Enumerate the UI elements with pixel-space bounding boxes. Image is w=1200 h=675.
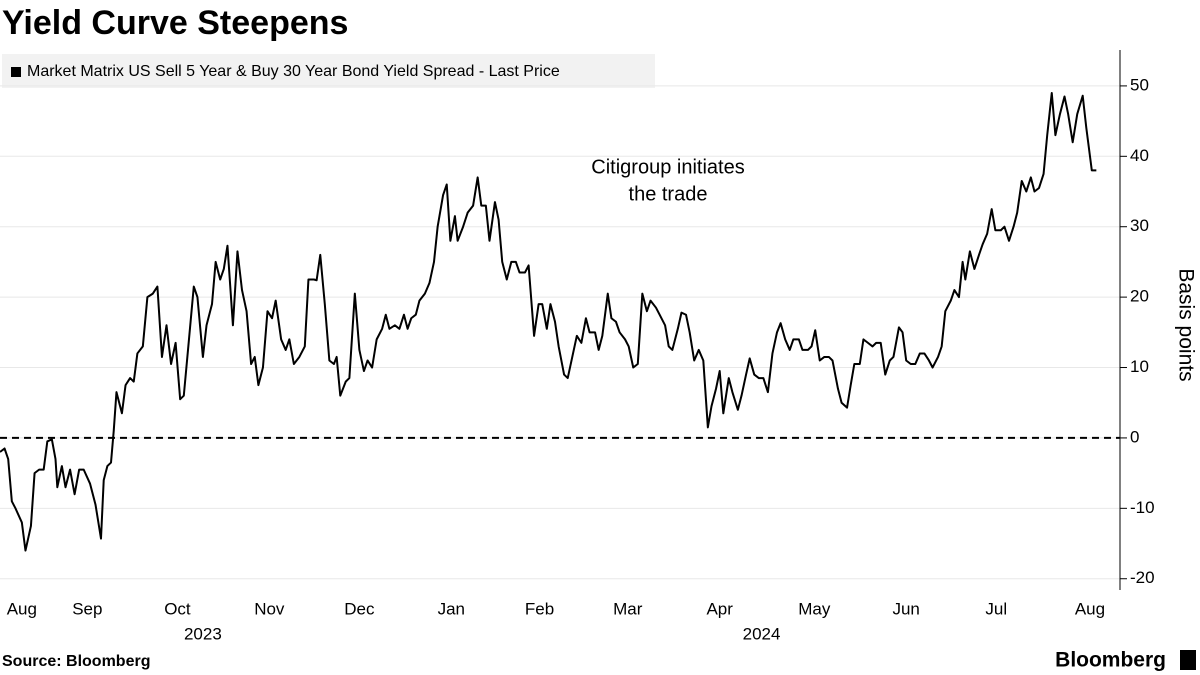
y-axis-label: Basis points (1174, 268, 1197, 381)
chart-title: Yield Curve Steepens (2, 4, 348, 42)
x-tick-label: Oct (164, 599, 191, 618)
series-line (0, 91, 1097, 552)
x-tick-label: May (798, 599, 831, 618)
x-tick-label: Jul (985, 599, 1007, 618)
x-year-label: 2024 (743, 624, 781, 643)
y-tick-label: 40 (1130, 146, 1149, 165)
y-tick-label: 20 (1130, 287, 1149, 306)
x-tick-label: Nov (254, 599, 285, 618)
x-tick-label: Jan (438, 599, 465, 618)
x-tick-label: Jun (892, 599, 919, 618)
y-tick-label: 50 (1130, 75, 1149, 94)
y-tick-label: 0 (1130, 427, 1139, 446)
logo: Bloomberg (1055, 649, 1166, 672)
x-tick-label: Sep (72, 599, 102, 618)
legend-label: Market Matrix US Sell 5 Year & Buy 30 Ye… (27, 63, 560, 80)
y-tick-label: -10 (1130, 498, 1155, 517)
y-tick-label: 30 (1130, 216, 1149, 235)
y-tick-label: -20 (1130, 568, 1155, 587)
annotation: Citigroup initiates (591, 156, 744, 178)
x-tick-label: Aug (1075, 599, 1105, 618)
legend-swatch (11, 67, 21, 77)
annotation: the trade (629, 183, 708, 205)
x-tick-label: Apr (706, 599, 733, 618)
x-tick-label: Aug (7, 599, 37, 618)
x-tick-label: Mar (613, 599, 643, 618)
logo-icon (1180, 650, 1196, 670)
x-year-label: 2023 (184, 624, 222, 643)
x-tick-label: Feb (525, 599, 554, 618)
y-tick-label: 10 (1130, 357, 1149, 376)
x-tick-label: Dec (344, 599, 375, 618)
legend-box (2, 54, 655, 88)
source: Source: Bloomberg (2, 653, 150, 670)
